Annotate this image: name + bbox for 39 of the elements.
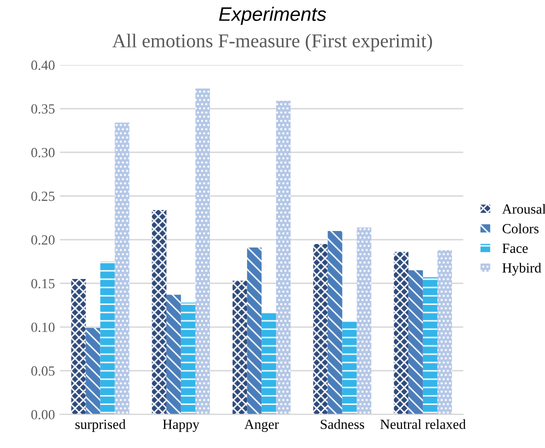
chart-title: Experiments	[219, 6, 326, 25]
x-tick-label: surprised	[75, 419, 126, 432]
y-tick-label: 0.15	[31, 278, 55, 288]
bar	[437, 250, 452, 414]
legend-label: Colors	[502, 224, 539, 234]
bar	[328, 230, 342, 414]
bar	[195, 88, 210, 414]
bar	[356, 227, 372, 414]
bar	[152, 210, 166, 414]
y-tick-label: 0.35	[31, 104, 55, 114]
bar	[313, 244, 328, 414]
x-tick-label: Anger	[244, 420, 279, 432]
bar	[100, 262, 115, 414]
legend-label: Face	[502, 244, 528, 253]
legend-label: Hybird	[502, 262, 542, 276]
bar	[71, 278, 86, 414]
y-tick-label: 0.40	[31, 60, 55, 70]
y-tick-label: 0.20	[31, 235, 55, 245]
bar	[166, 294, 181, 414]
x-tick-label: Sadness	[320, 419, 364, 430]
bar	[422, 277, 438, 414]
bar	[86, 328, 100, 414]
x-tick-label: Happy	[162, 420, 200, 432]
x-tick-label: Neutral relaxed	[380, 419, 466, 430]
bar	[180, 302, 196, 414]
bar	[232, 280, 248, 414]
y-tick-label: 0.30	[31, 148, 55, 158]
bar	[408, 270, 423, 414]
y-tick-label: 0.00	[31, 410, 55, 420]
bar	[247, 248, 262, 414]
y-tick-label: 0.25	[31, 192, 55, 202]
y-tick-label: 0.05	[31, 366, 55, 376]
bar	[276, 100, 291, 414]
bar	[114, 122, 130, 414]
bar	[394, 252, 408, 414]
chart-subtitle: All emotions F-measure (First experimit)	[112, 34, 432, 52]
bar	[262, 312, 276, 414]
bar	[342, 322, 357, 414]
y-tick-label: 0.10	[31, 322, 55, 332]
